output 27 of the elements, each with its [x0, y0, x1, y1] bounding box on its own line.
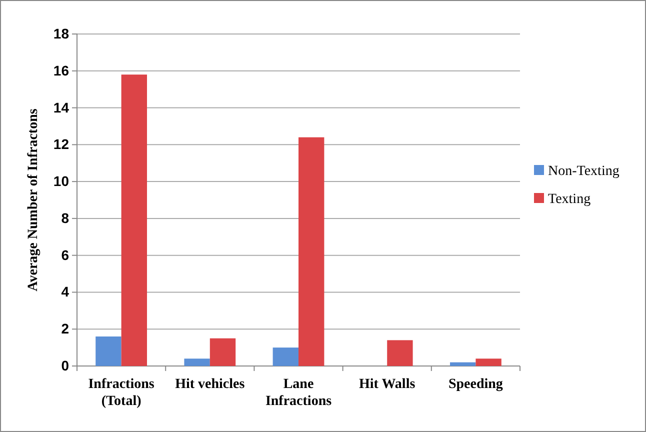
- y-tick-label: 2: [61, 320, 70, 337]
- x-tick-label: Hit Walls: [359, 377, 416, 392]
- bar: [184, 358, 210, 366]
- bar: [210, 338, 236, 366]
- bar: [121, 74, 147, 366]
- x-tick-label: Infractions (Total): [88, 377, 155, 409]
- bar: [272, 348, 298, 366]
- y-tick-label: 8: [61, 210, 70, 226]
- x-tick-label: Lane Infractions: [265, 377, 332, 409]
- y-tick-label: 10: [53, 173, 70, 190]
- bar: [387, 340, 413, 366]
- bar: [96, 336, 122, 366]
- y-tick-label: 0: [61, 357, 70, 374]
- bar: [476, 358, 502, 366]
- bar: [298, 137, 324, 366]
- legend-label: Non-Texting: [548, 164, 620, 179]
- y-tick-label: 12: [53, 136, 70, 152]
- x-tick-label: Hit vehicles: [175, 377, 246, 392]
- y-axis-title: Average Number of Infractons: [26, 108, 41, 292]
- y-tick-label: 16: [53, 62, 70, 78]
- bar: [450, 362, 476, 366]
- y-tick-label: 6: [61, 246, 70, 263]
- y-tick-label: 14: [53, 99, 70, 116]
- x-tick-label: Speeding: [448, 377, 503, 392]
- y-tick-label: 18: [53, 25, 70, 42]
- y-tick-label: 4: [61, 284, 70, 300]
- legend-label: Texting: [548, 192, 591, 207]
